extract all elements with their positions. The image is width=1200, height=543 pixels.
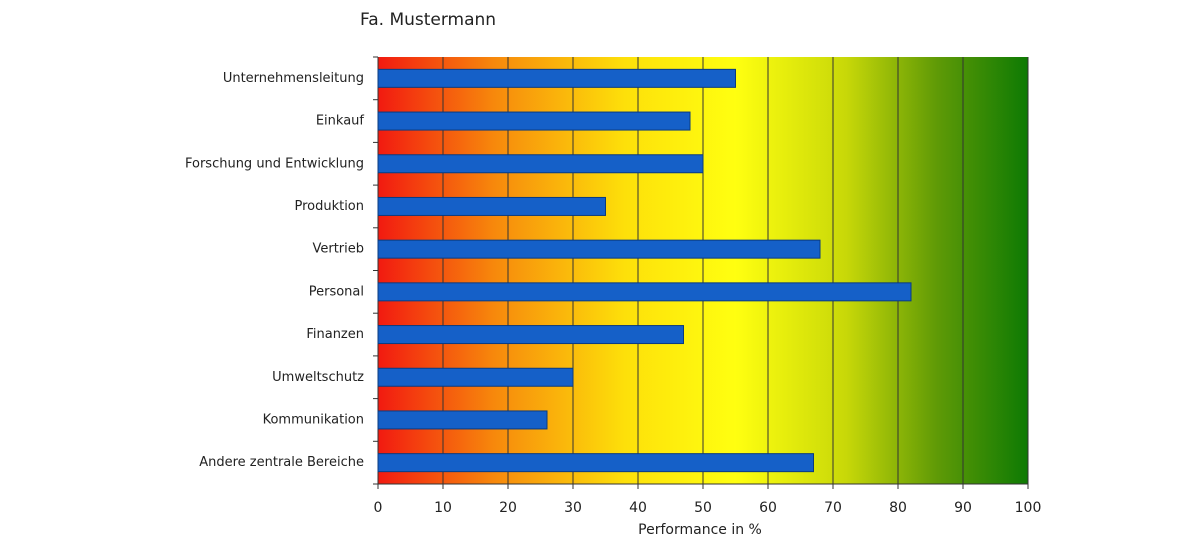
y-tick-label: Personal — [309, 284, 364, 299]
x-tick-label: 80 — [889, 500, 907, 516]
bar — [377, 68, 736, 88]
y-tick-label: Finanzen — [306, 327, 364, 342]
x-tick-label: 70 — [824, 500, 842, 516]
x-tick-label: 30 — [564, 500, 582, 516]
y-tick-label: Kommunikation — [263, 412, 364, 427]
bar — [377, 111, 691, 131]
x-tick-label: 20 — [499, 500, 517, 516]
y-tick-label: Forschung und Entwicklung — [185, 156, 364, 171]
x-tick-label: 10 — [434, 500, 452, 516]
bar — [377, 154, 704, 174]
y-tick-label: Umweltschutz — [272, 370, 364, 385]
bar — [377, 196, 606, 216]
chart-title: Fa. Mustermann — [360, 10, 496, 30]
y-tick-label: Produktion — [294, 199, 364, 214]
x-tick-label: 40 — [629, 500, 647, 516]
bar — [377, 410, 548, 430]
bar — [377, 325, 684, 345]
bar — [377, 282, 912, 302]
x-tick-label: 90 — [954, 500, 972, 516]
y-tick-label: Andere zentrale Bereiche — [199, 455, 364, 470]
x-tick-label: 100 — [1015, 500, 1042, 516]
x-tick-label: 60 — [759, 500, 777, 516]
x-tick-label: 50 — [694, 500, 712, 516]
y-tick-label: Einkauf — [316, 114, 365, 129]
x-tick-label: 0 — [374, 500, 383, 516]
bar — [377, 239, 821, 259]
bar — [377, 453, 814, 473]
y-tick-label: Vertrieb — [312, 242, 364, 257]
bar — [377, 367, 574, 387]
y-tick-label: Unternehmensleitung — [223, 71, 364, 86]
x-axis-label: Performance in % — [638, 522, 762, 538]
